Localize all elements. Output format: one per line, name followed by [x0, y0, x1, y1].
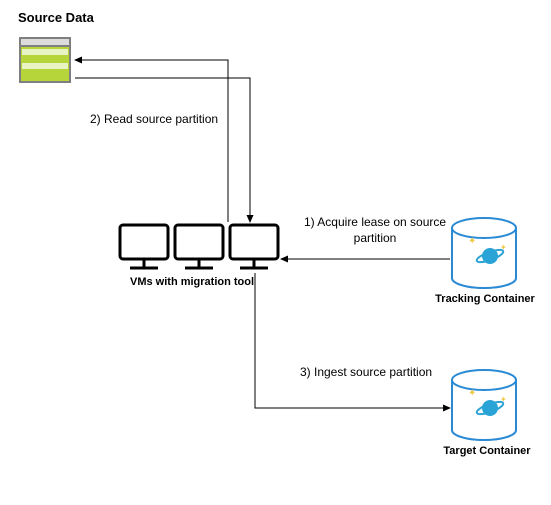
edge-read-source [75, 60, 250, 222]
label-target-container: Target Container [432, 444, 542, 458]
vm-monitors [120, 225, 278, 268]
svg-text:✦: ✦ [500, 395, 507, 404]
svg-text:✦: ✦ [468, 236, 476, 247]
vm-monitor-2 [175, 225, 223, 268]
label-vms: VMs with migration tool [130, 275, 254, 289]
source-db-icon [20, 38, 70, 82]
label-read-source: 2) Read source partition [90, 112, 218, 128]
label-ingest: 3) Ingest source partition [300, 365, 432, 381]
vm-monitor-3 [230, 225, 278, 268]
diagram-svg: ✦ ✦ ✦ ✦ [0, 0, 551, 505]
target-container-icon: ✦ ✦ [452, 370, 516, 440]
edge-ingest [255, 273, 450, 408]
label-tracking-container: Tracking Container [430, 292, 540, 306]
vm-monitor-1 [120, 225, 168, 268]
label-acquire-lease: 1) Acquire lease on source partition [300, 215, 450, 246]
tracking-container-icon: ✦ ✦ [452, 218, 516, 288]
svg-text:✦: ✦ [468, 388, 476, 399]
svg-text:✦: ✦ [500, 243, 507, 252]
